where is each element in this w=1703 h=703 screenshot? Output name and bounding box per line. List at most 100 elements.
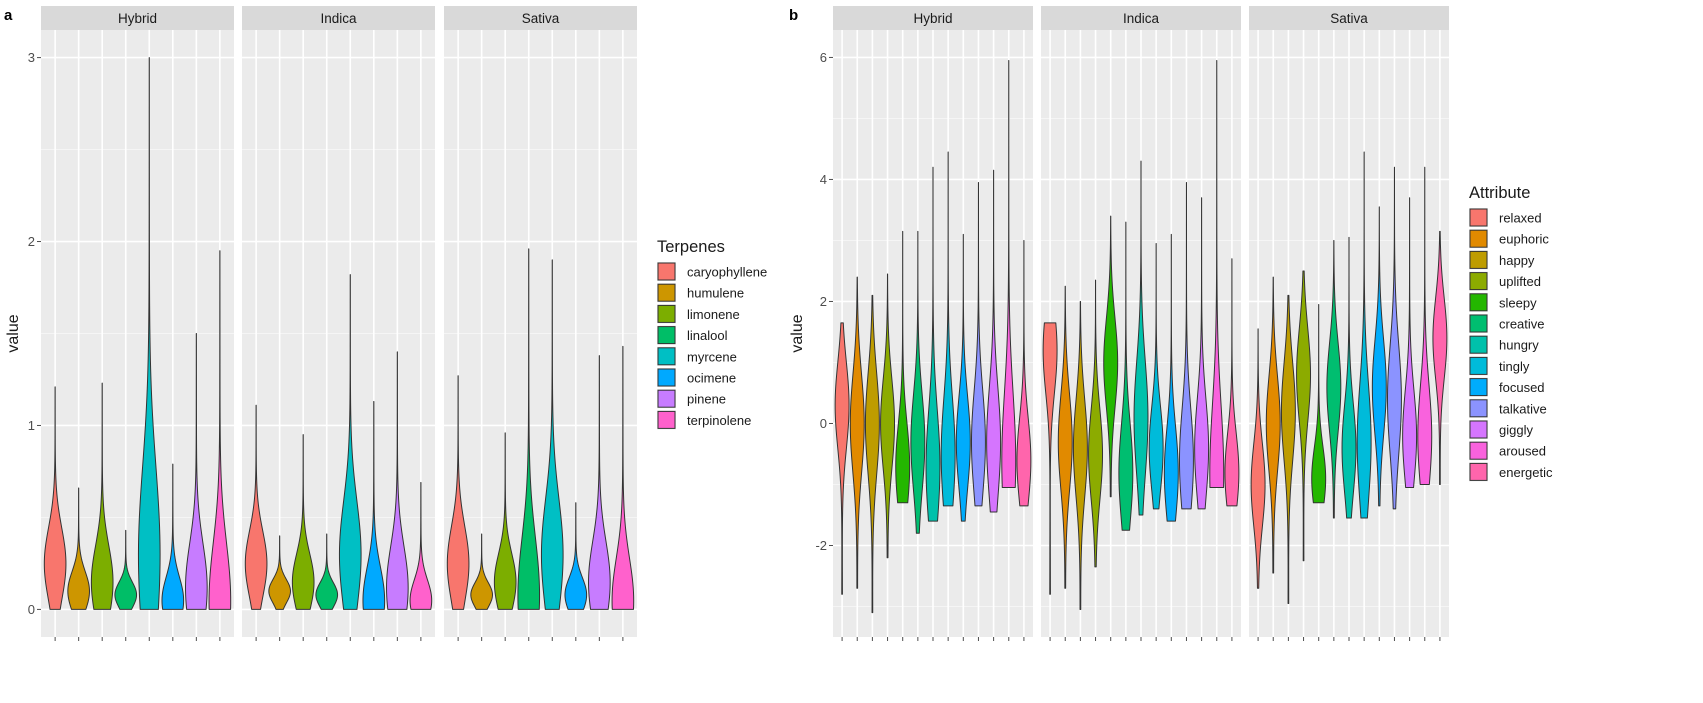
violin-giggly xyxy=(1194,197,1210,510)
violin-hungry xyxy=(925,166,941,522)
violin-relaxed xyxy=(1042,322,1058,595)
y-axis-title: value xyxy=(5,314,22,352)
legend-label: talkative xyxy=(1499,401,1547,416)
violin-myrcene xyxy=(137,57,161,610)
legend-label: caryophyllene xyxy=(687,265,767,280)
legend-swatch xyxy=(657,283,676,302)
facet-strip xyxy=(444,6,637,30)
legend-swatch xyxy=(1469,378,1488,397)
violin-humulene xyxy=(67,487,90,610)
legend-swatch xyxy=(657,326,676,345)
facet-hybrid: Hybrid xyxy=(41,6,234,641)
violin-sleepy xyxy=(1311,304,1327,504)
legend-swatch xyxy=(1469,335,1488,354)
facet-strip-label: Indica xyxy=(320,11,357,26)
legend-title: Attribute xyxy=(1469,184,1530,202)
violin-linalool xyxy=(114,529,138,610)
violin-sleepy xyxy=(1103,215,1119,498)
violin-hungry xyxy=(1133,160,1149,516)
violin-euphoric xyxy=(1265,276,1281,574)
violin-terpinolene xyxy=(409,481,433,610)
legend-swatch xyxy=(1469,293,1488,312)
violin-euphoric xyxy=(1057,285,1073,589)
violin-ocimene xyxy=(564,502,588,610)
legend-swatch xyxy=(1469,250,1488,269)
legend: Terpenes caryophyllene humulene limonene lin… xyxy=(657,238,767,430)
facet-sativa: Sativa xyxy=(444,6,637,641)
violin-pinene xyxy=(386,351,409,610)
violin-sleepy xyxy=(895,230,911,504)
legend-label: ocimene xyxy=(687,371,736,386)
violin-myrcene xyxy=(338,274,362,610)
violin-humulene xyxy=(470,533,493,610)
violin-caryophyllene xyxy=(43,386,67,610)
legend-label: limonene xyxy=(687,307,740,322)
violin-uplifted xyxy=(1296,270,1312,562)
legend-label: sleepy xyxy=(1499,295,1537,310)
y-tick-label: 4 xyxy=(820,172,827,187)
facet-strip xyxy=(242,6,435,30)
violin-talkative xyxy=(1178,182,1194,510)
y-tick-label: -2 xyxy=(815,538,827,553)
violin-pinene xyxy=(185,333,208,610)
violin-creative xyxy=(910,230,926,534)
violin-energetic xyxy=(1432,230,1448,485)
violin-happy xyxy=(1072,300,1088,611)
legend: Attribute relaxed euphoric happy uplifted sle… xyxy=(1469,184,1553,482)
violin-uplifted xyxy=(880,273,896,559)
legend-swatch xyxy=(1469,208,1488,227)
violin-creative xyxy=(1118,221,1134,531)
facet-strip xyxy=(1041,6,1241,30)
violin-limonene xyxy=(493,432,517,610)
facet-strip-label: Hybrid xyxy=(913,11,952,26)
y-tick-label: 1 xyxy=(28,418,35,433)
legend-label: happy xyxy=(1499,253,1535,268)
violin-limonene xyxy=(90,382,114,610)
legend-swatch xyxy=(657,389,676,408)
violin-relaxed xyxy=(1250,328,1266,589)
violin-limonene xyxy=(291,434,315,610)
violin-aroused xyxy=(1001,60,1017,489)
violin-energetic xyxy=(1224,258,1240,507)
violin-caryophyllene xyxy=(446,375,470,610)
violin-relaxed xyxy=(834,322,850,595)
legend-label: pinene xyxy=(687,392,726,407)
y-tick-label: 2 xyxy=(820,294,827,309)
violin-giggly xyxy=(1402,197,1418,489)
y-tick-label: 0 xyxy=(28,602,35,617)
violin-euphoric xyxy=(849,276,865,589)
legend-label: energetic xyxy=(1499,465,1553,480)
legend-swatch xyxy=(657,410,676,429)
violin-myrcene xyxy=(540,259,564,610)
legend-label: relaxed xyxy=(1499,211,1542,226)
legend-label: myrcene xyxy=(687,349,737,364)
panel-label: a xyxy=(4,7,13,24)
facet-sativa: Sativa xyxy=(1249,6,1449,641)
legend-swatch xyxy=(1469,314,1488,333)
legend-swatch xyxy=(657,368,676,387)
legend-label: euphoric xyxy=(1499,232,1549,247)
facet-hybrid: Hybrid xyxy=(833,6,1033,641)
violin-happy xyxy=(864,294,880,614)
legend-swatch xyxy=(657,347,676,366)
violin-aroused xyxy=(1209,60,1225,489)
legend-label: uplifted xyxy=(1499,274,1541,289)
violin-humulene xyxy=(268,535,291,610)
violin-hungry xyxy=(1341,236,1357,519)
violin-talkative xyxy=(1386,166,1402,510)
legend-label: linalool xyxy=(687,328,728,343)
violin-happy xyxy=(1280,294,1296,604)
violin-pinene xyxy=(588,355,611,610)
legend-label: focused xyxy=(1499,380,1545,395)
violin-terpinolene xyxy=(611,345,635,610)
legend-swatch xyxy=(1469,229,1488,248)
y-tick-label: 6 xyxy=(820,50,827,65)
violin-ocimene xyxy=(161,463,185,610)
y-axis-title: value xyxy=(789,314,806,352)
violin-terpinolene xyxy=(208,250,232,610)
legend-swatch xyxy=(1469,272,1488,291)
facet-strip-label: Hybrid xyxy=(118,11,157,26)
violin-tingly xyxy=(1148,243,1164,510)
facet-strip-label: Sativa xyxy=(1330,11,1368,26)
